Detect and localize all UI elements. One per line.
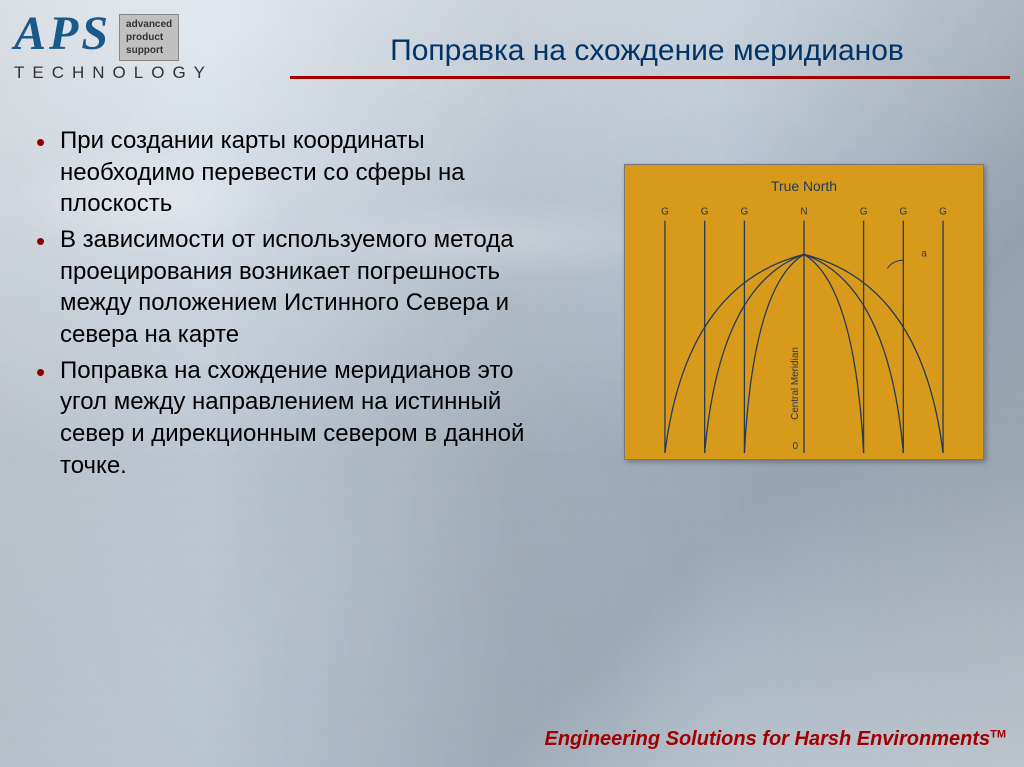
svg-text:G: G: [661, 207, 669, 218]
footer-tm: TM: [990, 728, 1006, 740]
svg-text:N: N: [800, 207, 807, 218]
svg-text:G: G: [899, 207, 907, 218]
svg-text:True North: True North: [771, 178, 837, 194]
footer-text: Engineering Solutions for Harsh Environm…: [545, 728, 991, 750]
logo: APS advanced product support TECHNOLOGY: [14, 10, 213, 83]
logo-box-line: product: [126, 31, 172, 44]
svg-text:G: G: [741, 207, 749, 218]
svg-text:Central Meridian: Central Meridian: [790, 347, 801, 420]
title-underline: [290, 76, 1010, 79]
svg-text:a: a: [921, 248, 927, 259]
bullet-item: В зависимости от используемого метода пр…: [30, 224, 540, 351]
svg-text:G: G: [701, 207, 709, 218]
logo-tag-box: advanced product support: [119, 14, 179, 61]
bullet-list: При создании карты координаты необходимо…: [30, 125, 540, 481]
slide-title: Поправка на схождение меридианов: [290, 34, 1004, 68]
svg-text:G: G: [860, 207, 868, 218]
svg-text:0: 0: [793, 441, 799, 452]
bullet-item: Поправка на схождение меридианов это уго…: [30, 355, 540, 482]
diagram-svg: True North G G G N G G Ga Central Meridian 0: [625, 165, 983, 459]
logo-subtext: TECHNOLOGY: [14, 63, 213, 83]
logo-box-line: advanced: [126, 18, 172, 31]
footer-tagline: Engineering Solutions for Harsh Environm…: [545, 728, 1007, 751]
bullet-item: При создании карты координаты необходимо…: [30, 125, 540, 220]
bullet-content: При создании карты координаты необходимо…: [30, 125, 540, 485]
meridian-diagram: True North G G G N G G Ga Central Meridian 0: [624, 164, 984, 460]
logo-box-line: support: [126, 44, 172, 57]
svg-text:G: G: [939, 207, 947, 218]
logo-letters: APS: [14, 10, 111, 58]
